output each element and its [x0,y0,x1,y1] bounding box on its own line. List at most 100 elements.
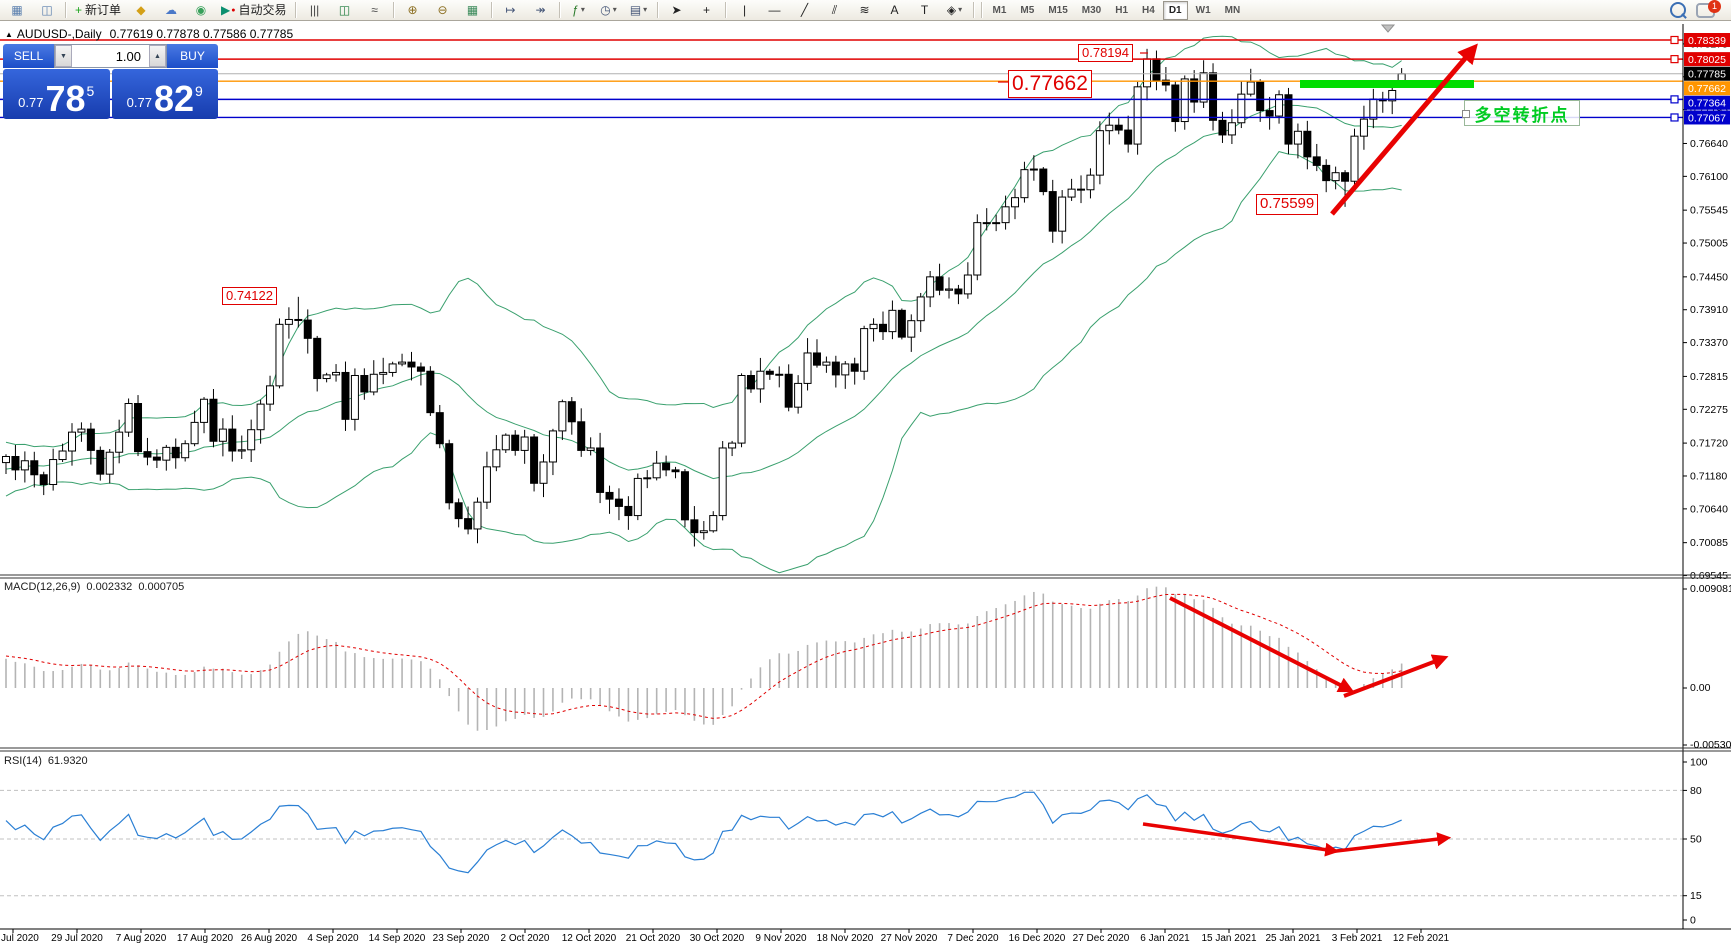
candle-body [341,371,350,420]
annotation-box[interactable]: 多空转折点 [1462,100,1580,126]
volume-decrease-button[interactable]: ▼ [55,45,72,67]
date-tick-label: 9 Nov 2020 [755,933,807,944]
candle-body [1293,130,1302,145]
annotation-handle-icon[interactable] [1462,110,1470,118]
buy-button[interactable]: BUY [167,44,218,68]
timeframe-m15-button[interactable]: M15 [1048,4,1068,16]
autotrading-button[interactable]: ▶ ● 自动交易 [217,0,290,20]
horizontal-line-button[interactable]: — [761,0,789,20]
periods-button[interactable]: ◷ ▾ [595,0,623,20]
candle-body [1256,81,1265,112]
timeframe-d1-button[interactable]: D1 [1162,0,1188,20]
shapes-button[interactable]: ◈ ▾ [941,0,969,20]
shapes-dropdown-icon[interactable]: ▾ [958,5,963,14]
sell-price-panel[interactable]: 0.77 78 5 [3,69,110,119]
timeframe-h1-button[interactable]: H1 [1115,4,1129,16]
equidistant-channel-button[interactable]: ⫽ [821,0,849,20]
date-tick-label: 7 Aug 2020 [116,933,167,944]
candle-body [633,477,642,517]
rsi-value: 61.9320 [47,755,88,767]
candle-body [369,373,378,393]
zoom-out-icon: ⊖ [437,3,448,17]
sell-button[interactable]: SELL [3,44,54,68]
templates-icon: ▤ [629,3,642,17]
candle-body [1077,188,1086,191]
chart-profiles-button[interactable]: ◫ [33,0,61,20]
price-callout-0.74122[interactable]: 0.74122 [222,287,277,306]
candle-body [1171,84,1180,123]
mql5-community-button[interactable]: ☁ [157,0,185,20]
zoom-in-button[interactable]: ⊕ [399,0,427,20]
new-order-button[interactable]: + 新订单 [71,0,125,20]
timeframe-m1-button[interactable]: M1 [992,4,1007,16]
candle-body [765,370,774,375]
candle-body [1322,164,1331,182]
auto-scroll-button[interactable]: ↦ [497,0,525,20]
crosshair-button[interactable]: + [693,0,721,20]
candle-body [1133,86,1142,145]
candle-body [709,515,718,532]
price-callout-0.77662[interactable]: 0.77662 [1008,70,1092,99]
candle-body [1161,79,1170,86]
metaeditor-button[interactable]: ◆ [127,0,155,20]
templates-button[interactable]: ▤ ▾ [625,0,653,20]
candle-body [869,323,878,330]
volume-increase-button[interactable]: ▲ [149,45,166,67]
candlestick-mode-button[interactable]: ◫ [331,0,359,20]
candle-body [671,469,680,473]
candle-body [1341,172,1350,182]
candle-body [1275,94,1284,117]
candle-body [96,449,105,475]
indicators-list-dropdown-icon[interactable]: ▾ [580,5,585,14]
new-chart-button[interactable]: ▦ [3,0,31,20]
metaeditor-icon: ◆ [136,3,146,17]
text-label-button[interactable]: T [911,0,939,20]
candle-body [963,274,972,295]
vertical-line-icon: | [742,3,747,17]
price-tick-label: 0.72275 [1690,404,1728,416]
zoom-out-button[interactable]: ⊖ [429,0,457,20]
indicators-list-button[interactable]: ƒ ▾ [565,0,593,20]
rsi-axis-label: 0 [1690,915,1696,927]
chat-icon[interactable]: 1 [1696,0,1721,18]
timeframe-m5-button[interactable]: M5 [1020,4,1035,16]
price-callout-0.75599[interactable]: 0.75599 [1256,194,1319,215]
price-label-0.77067: 0.77067 [1688,112,1726,124]
signals-button[interactable]: ◉ [187,0,215,20]
search-icon[interactable] [1670,2,1686,18]
candle-body [388,363,397,373]
one-click-collapse-arrow[interactable]: ▲ [5,30,13,39]
tile-windows-button[interactable]: ▦ [459,0,487,20]
price-callout-0.78194[interactable]: 0.78194 [1078,44,1133,63]
fibonacci-button[interactable]: ≋ [851,0,879,20]
timeframe-mn-button[interactable]: MN [1224,4,1241,16]
vertical-line-button[interactable]: | [731,0,759,20]
timeframe-w1-button[interactable]: W1 [1195,4,1211,16]
candle-body [822,361,831,366]
buy-price-panel[interactable]: 0.77 82 9 [111,69,218,119]
candle-body [794,382,803,408]
one-click-trading-panel: SELL ▼ 1.00 ▲ BUY 0.77 78 5 0.77 82 9 [3,44,218,119]
candle-body [171,446,180,459]
candle-body [256,403,265,431]
date-tick-label: 20 Jul 2020 [0,933,39,944]
price-label-0.78339: 0.78339 [1688,35,1726,47]
text-button[interactable]: A [881,0,909,20]
candle-body [275,323,284,387]
timeframe-h4-button[interactable]: H4 [1142,4,1155,16]
volume-value[interactable]: 1.00 [115,48,141,64]
templates-dropdown-icon[interactable]: ▾ [643,5,648,14]
timeframe-m30-button[interactable]: M30 [1081,4,1102,16]
bar-chart-mode-button[interactable]: ||| [301,0,329,20]
cursor-button[interactable]: ➤ [663,0,691,20]
line-chart-mode-button[interactable]: ≈ [361,0,389,20]
candle-body [907,320,916,338]
chart-shift-button[interactable]: ↠ [527,0,555,20]
periods-dropdown-icon[interactable]: ▾ [612,5,617,14]
candle-body [737,374,746,444]
macd-panel [5,586,1403,731]
trendline-button[interactable]: ╱ [791,0,819,20]
shapes-icon: ◈ [946,3,957,17]
date-tick-label: 18 Nov 2020 [817,933,874,944]
